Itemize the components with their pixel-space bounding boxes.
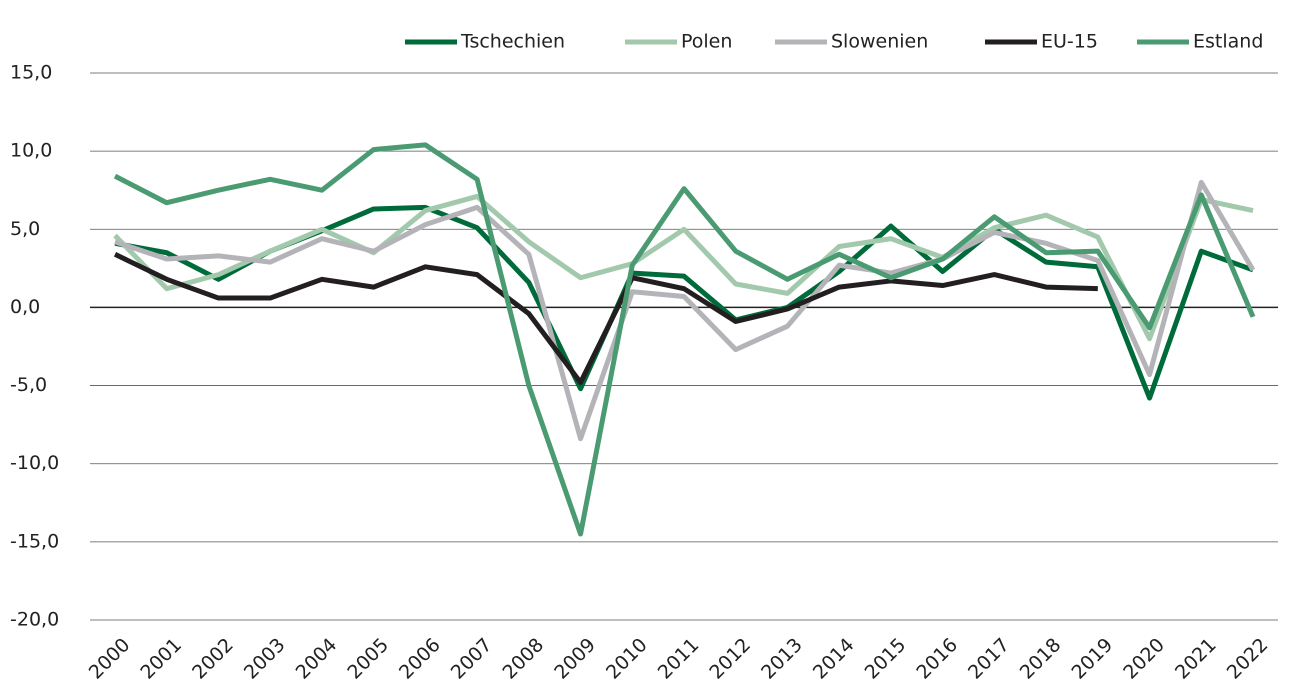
- series-line: [114, 204, 1254, 401]
- y-tick-label: -10,0: [10, 452, 59, 474]
- y-tick-label: 10,0: [10, 140, 52, 162]
- x-tick-label: 2019: [1067, 634, 1117, 684]
- x-tick-label: 2000: [85, 634, 135, 684]
- y-tick-label: -20,0: [10, 609, 59, 631]
- x-tick-label: 2008: [498, 634, 548, 684]
- legend-label: Estland: [1193, 31, 1263, 53]
- legend-label: Tschechien: [460, 31, 565, 53]
- x-tick-label: 2016: [912, 634, 962, 684]
- y-tick-label: 15,0: [10, 62, 52, 84]
- y-tick-label: 0,0: [10, 296, 40, 318]
- x-tick-label: 2014: [809, 634, 859, 684]
- series-line: [113, 142, 1256, 537]
- x-tick-label: 2003: [240, 634, 290, 684]
- x-tick-label: 2012: [705, 634, 755, 684]
- series-line: [114, 179, 1256, 442]
- x-tick-label: 2022: [1223, 634, 1273, 684]
- x-tick-label: 2015: [861, 634, 911, 684]
- x-tick-label: 2018: [1016, 634, 1066, 684]
- series-line: [113, 252, 1098, 385]
- x-tick-label: 2005: [343, 634, 393, 684]
- x-tick-label: 2009: [550, 634, 600, 684]
- x-tick-label: 2017: [964, 634, 1014, 684]
- x-tick-label: 2010: [602, 634, 652, 684]
- x-tick-label: 2001: [136, 634, 186, 684]
- x-tick-label: 2002: [188, 634, 238, 684]
- x-tick-label: 2007: [447, 634, 497, 684]
- series-line: [113, 193, 1254, 342]
- x-tick-label: 2006: [395, 634, 445, 684]
- x-tick-label: 2011: [654, 634, 704, 684]
- x-tick-label: 2004: [292, 634, 342, 684]
- x-tick-label: 2020: [1119, 634, 1169, 684]
- x-tick-label: 2013: [757, 634, 807, 684]
- y-tick-label: -15,0: [10, 530, 59, 552]
- legend-label: Polen: [681, 31, 732, 53]
- y-tick-label: 5,0: [10, 218, 40, 240]
- legend-label: Slowenien: [831, 31, 928, 53]
- y-tick-label: -5,0: [10, 374, 47, 396]
- x-tick-label: 2021: [1171, 634, 1221, 684]
- legend-label: EU-15: [1041, 31, 1098, 53]
